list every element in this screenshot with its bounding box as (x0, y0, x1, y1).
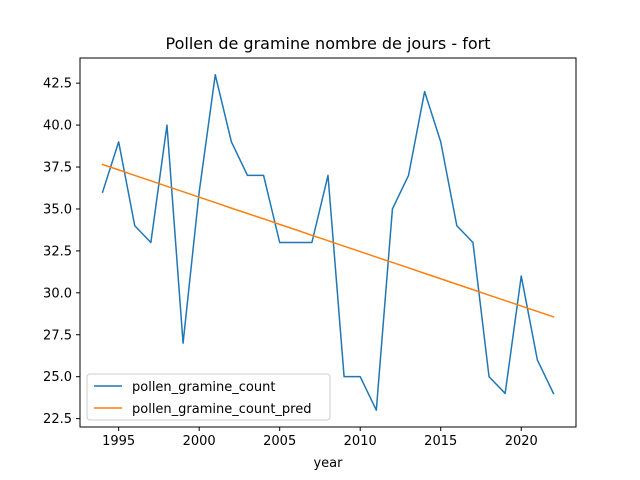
legend-box (86, 373, 331, 421)
legend-label-pollen-gramine-count: pollen_gramine_count (132, 380, 275, 395)
x-tick-label: 1995 (102, 434, 135, 449)
y-tick-label: 27.5 (43, 328, 72, 343)
x-axis-title: year (313, 456, 343, 471)
plot-area-frame (79, 57, 577, 428)
x-tick-label: 2015 (424, 434, 457, 449)
x-tick-label: 2005 (263, 434, 296, 449)
x-tick-label: 2000 (183, 434, 216, 449)
series-line-pollen-gramine-count-pred (101, 163, 555, 318)
x-tick-label: 2010 (344, 434, 377, 449)
legend-label-pollen-gramine-count-pred: pollen_gramine_count_pred (132, 402, 311, 417)
y-tick-label: 32.5 (43, 244, 72, 259)
y-tick-label: 40.0 (43, 119, 72, 134)
y-tick-label: 37.5 (43, 161, 72, 176)
y-tick-label: 42.5 (43, 77, 72, 92)
x-tick-label: 2020 (505, 434, 538, 449)
y-tick-label: 35.0 (43, 202, 72, 217)
y-tick-label: 22.5 (43, 412, 72, 427)
legend: pollen_gramine_count pollen_gramine_coun… (86, 373, 331, 421)
chart-title: Pollen de gramine nombre de jours - fort (166, 34, 491, 53)
y-tick-label: 25.0 (43, 370, 72, 385)
ticks-layer: 1995 2000 2005 2010 2015 2020 22.5 25.0 27.5 30.0… (43, 77, 538, 449)
series-line-pollen-gramine-count (101, 74, 555, 411)
y-tick-label: 30.0 (43, 286, 72, 301)
series-layer (101, 74, 555, 411)
